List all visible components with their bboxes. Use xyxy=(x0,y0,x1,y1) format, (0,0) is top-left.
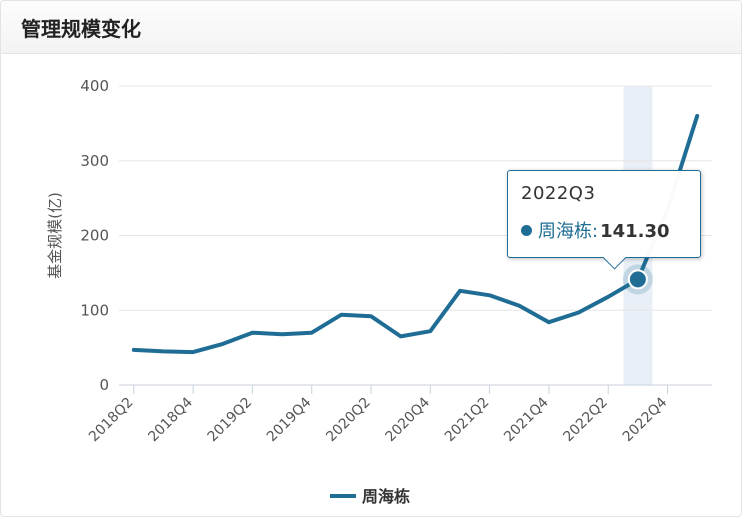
x-tick-label: 2019Q2 xyxy=(205,395,256,446)
x-tick-label: 2019Q4 xyxy=(264,394,315,445)
x-tick-label: 2020Q2 xyxy=(323,395,374,446)
panel-title: 管理规模变化 xyxy=(21,17,141,41)
x-tick-label: 2022Q4 xyxy=(620,394,671,445)
y-tick-label: 200 xyxy=(80,227,109,245)
y-tick-label: 0 xyxy=(99,376,109,394)
y-tick-label: 300 xyxy=(80,152,109,170)
legend-label: 周海栋 xyxy=(362,487,410,506)
panel-header: 管理规模变化 xyxy=(1,1,741,54)
y-axis-title: 基金规模(亿) xyxy=(46,192,64,279)
tooltip-series-name: 周海栋: xyxy=(538,221,599,242)
y-tick-label: 400 xyxy=(80,77,109,95)
x-tick-label: 2021Q4 xyxy=(501,394,552,445)
x-tick-label: 2018Q2 xyxy=(86,395,137,446)
tooltip-row: 周海栋: 141.30 xyxy=(521,217,670,243)
series-line xyxy=(131,113,700,355)
x-tick-label: 2022Q2 xyxy=(560,395,611,446)
x-tick-label: 2021Q2 xyxy=(442,395,493,446)
tooltip-title: 2022Q3 xyxy=(521,183,596,204)
chart-tooltip: 2022Q3 周海栋: 141.30 xyxy=(507,170,701,270)
tooltip-value: 141.30 xyxy=(600,221,670,242)
x-tick-label: 2020Q4 xyxy=(383,394,434,445)
y-tick-label: 100 xyxy=(80,301,109,319)
series-marker-icon xyxy=(521,225,532,236)
highlight-point xyxy=(627,269,648,290)
x-tick-label: 2018Q4 xyxy=(145,394,196,445)
